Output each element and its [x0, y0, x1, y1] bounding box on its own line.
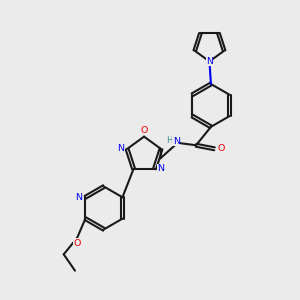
Text: H: H — [166, 136, 172, 145]
Text: O: O — [74, 239, 81, 248]
Text: N: N — [117, 144, 124, 153]
Text: N: N — [158, 164, 165, 173]
Text: N: N — [206, 57, 213, 66]
Text: O: O — [140, 126, 148, 135]
Text: N: N — [75, 193, 82, 202]
Text: O: O — [217, 144, 225, 153]
Text: N: N — [173, 137, 180, 146]
